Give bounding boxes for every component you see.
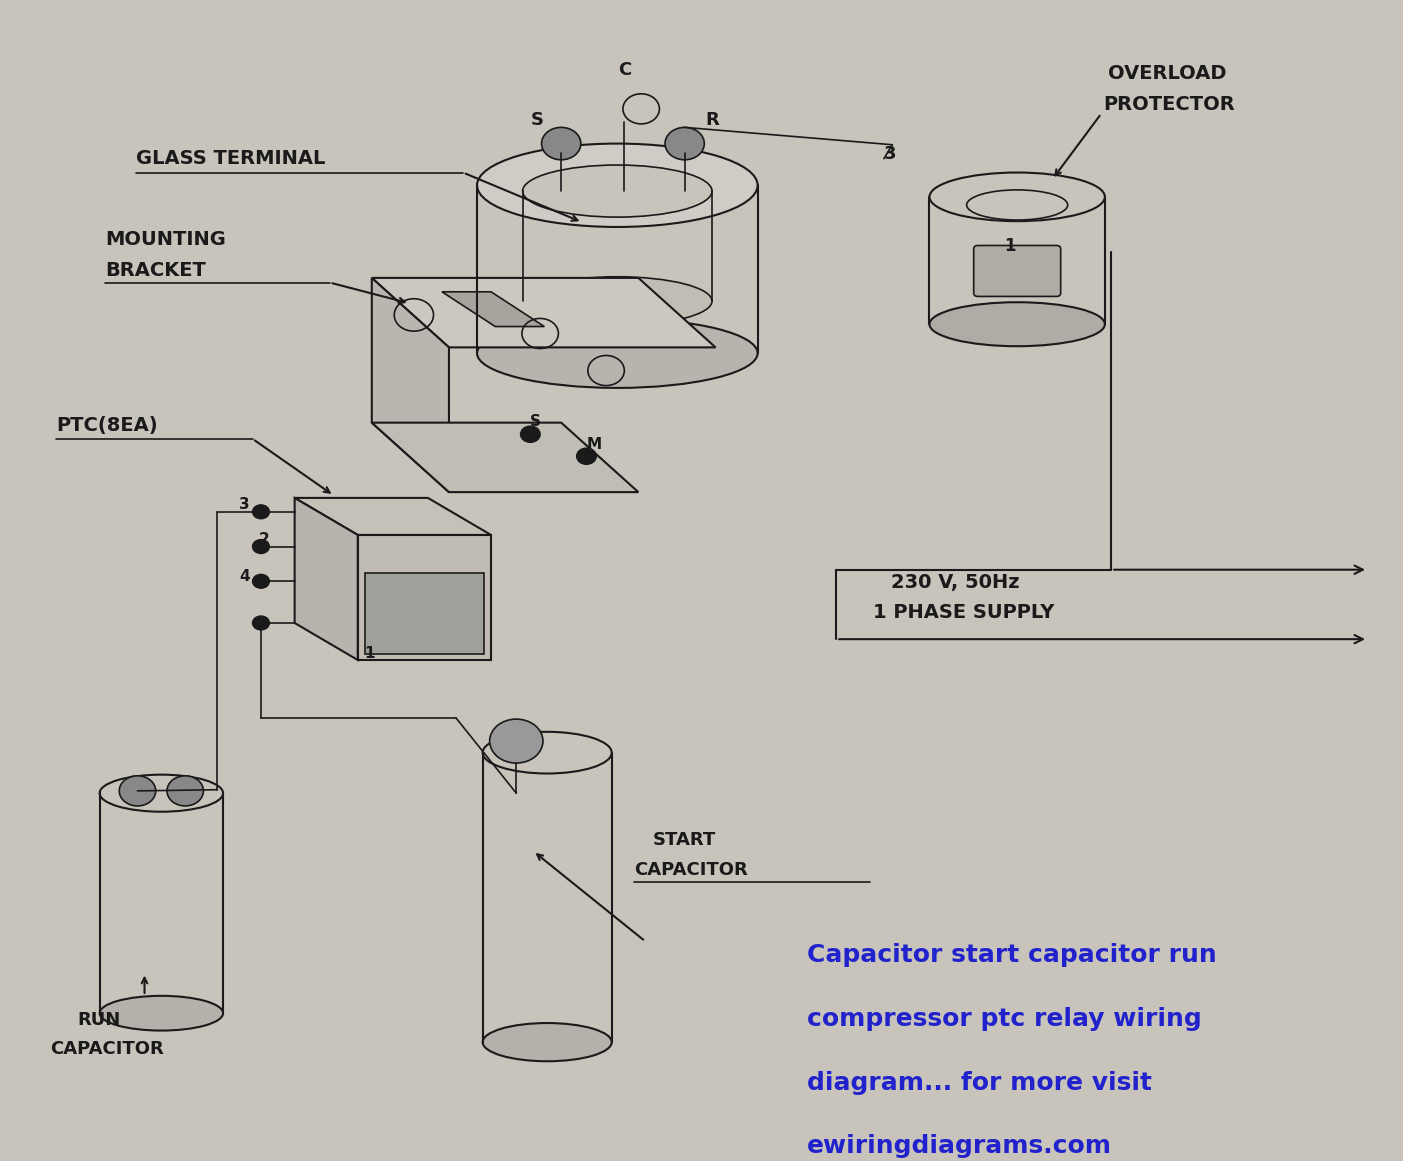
Text: 230 V, 50Hz: 230 V, 50Hz	[891, 574, 1020, 592]
Circle shape	[521, 426, 540, 442]
Text: ewiringdiagrams.com: ewiringdiagrams.com	[807, 1134, 1111, 1159]
Ellipse shape	[522, 165, 713, 217]
Text: RUN: RUN	[77, 1011, 121, 1029]
Circle shape	[253, 616, 269, 630]
Text: CAPACITOR: CAPACITOR	[634, 861, 748, 879]
Polygon shape	[442, 291, 544, 326]
Text: 4: 4	[239, 569, 250, 584]
Text: OVERLOAD: OVERLOAD	[1108, 64, 1226, 82]
Circle shape	[542, 128, 581, 160]
Text: 3: 3	[884, 145, 897, 163]
Polygon shape	[295, 498, 358, 659]
Text: 1: 1	[1005, 237, 1016, 255]
Text: R: R	[706, 111, 720, 129]
Ellipse shape	[483, 731, 612, 773]
Text: PROTECTOR: PROTECTOR	[1103, 95, 1235, 114]
Text: Capacitor start capacitor run: Capacitor start capacitor run	[807, 943, 1216, 967]
Text: 1 PHASE SUPPLY: 1 PHASE SUPPLY	[873, 604, 1054, 622]
Polygon shape	[372, 423, 638, 492]
Ellipse shape	[477, 318, 758, 388]
Polygon shape	[358, 535, 491, 659]
Text: compressor ptc relay wiring: compressor ptc relay wiring	[807, 1007, 1201, 1031]
Circle shape	[490, 719, 543, 763]
Polygon shape	[372, 277, 716, 347]
Circle shape	[253, 505, 269, 519]
Ellipse shape	[929, 173, 1104, 221]
Ellipse shape	[967, 190, 1068, 219]
Text: GLASS TERMINAL: GLASS TERMINAL	[136, 150, 325, 168]
Circle shape	[253, 540, 269, 554]
Text: CAPACITOR: CAPACITOR	[51, 1040, 164, 1058]
FancyBboxPatch shape	[974, 245, 1061, 296]
Text: C: C	[617, 62, 631, 79]
Text: START: START	[652, 831, 716, 850]
Polygon shape	[372, 277, 449, 492]
Text: diagram... for more visit: diagram... for more visit	[807, 1070, 1152, 1095]
Ellipse shape	[100, 996, 223, 1031]
Text: 1: 1	[365, 646, 375, 661]
Circle shape	[253, 575, 269, 589]
Text: MOUNTING: MOUNTING	[105, 231, 226, 250]
Ellipse shape	[929, 302, 1104, 346]
Text: S: S	[530, 414, 542, 430]
Ellipse shape	[477, 144, 758, 226]
Circle shape	[665, 128, 704, 160]
Ellipse shape	[100, 774, 223, 812]
Circle shape	[577, 448, 596, 464]
Circle shape	[119, 776, 156, 806]
Ellipse shape	[522, 276, 713, 325]
Circle shape	[167, 776, 203, 806]
Text: BRACKET: BRACKET	[105, 260, 206, 280]
Text: S: S	[530, 111, 544, 129]
Text: PTC(8EA): PTC(8EA)	[56, 416, 157, 434]
Polygon shape	[365, 574, 484, 655]
Text: 3: 3	[239, 498, 250, 512]
Text: M: M	[586, 438, 602, 453]
Polygon shape	[295, 498, 491, 535]
Text: 2: 2	[258, 532, 269, 547]
Ellipse shape	[483, 1023, 612, 1061]
